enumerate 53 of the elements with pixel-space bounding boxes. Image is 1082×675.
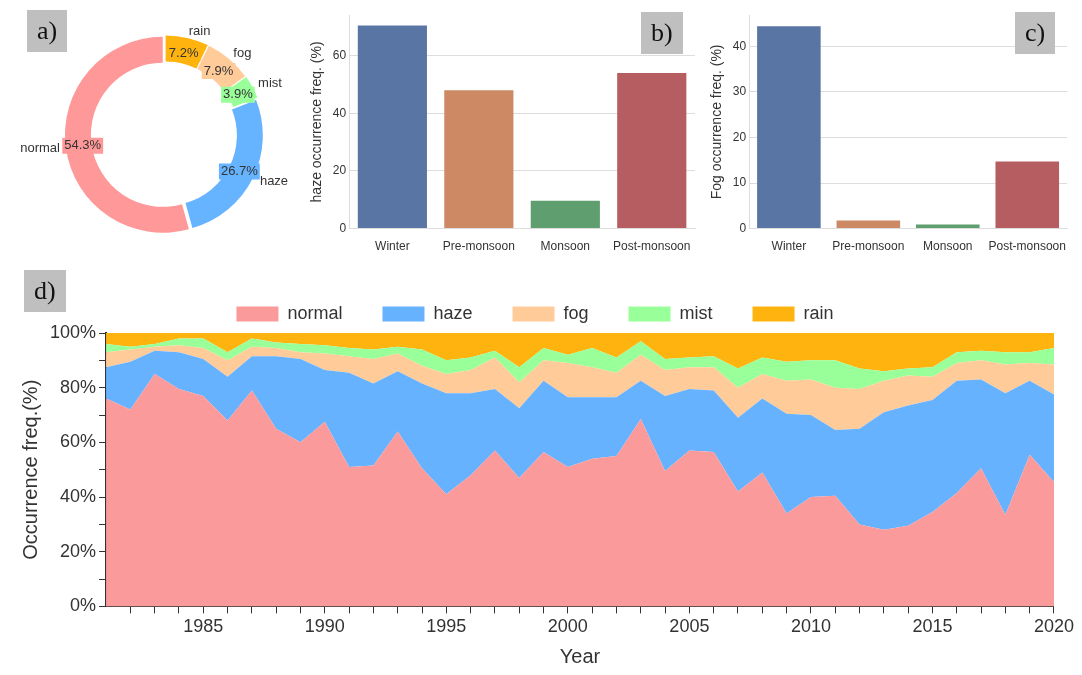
y-tick-label: 0 bbox=[339, 220, 347, 235]
y-tick-label: 60 bbox=[332, 47, 347, 62]
y-tick-label: 0 bbox=[739, 220, 747, 235]
annotation: c) bbox=[1015, 12, 1056, 54]
y-tick-label: 0% bbox=[70, 595, 97, 616]
x-tick-label: Monsoon bbox=[923, 239, 973, 254]
x-tick-label: 2005 bbox=[669, 616, 710, 637]
y-tick-label: 40% bbox=[60, 486, 97, 507]
data-label: 7.2% bbox=[168, 45, 199, 61]
x-tick-label: 1995 bbox=[426, 616, 467, 637]
x-tick-label: Pre-monsoon bbox=[442, 239, 515, 254]
data-label: 26.7% bbox=[220, 163, 259, 179]
slice-label: haze bbox=[259, 173, 289, 189]
y-tick-label: 80% bbox=[60, 376, 97, 397]
x-tick-label: Monsoon bbox=[540, 239, 590, 254]
legend-label: mist bbox=[679, 302, 713, 323]
legend-label: fog bbox=[563, 302, 589, 323]
x-tick-label: Post-monsoon bbox=[988, 239, 1066, 254]
legend-label: normal bbox=[287, 302, 343, 323]
y-axis-title: Fog occurrence freq. (%) bbox=[708, 44, 725, 200]
y-tick-label: 30 bbox=[732, 84, 747, 99]
y-tick-label: 20 bbox=[732, 129, 747, 144]
annotation: b) bbox=[641, 12, 683, 54]
x-tick-label: 1985 bbox=[183, 616, 224, 637]
data-label: 7.9% bbox=[203, 62, 234, 78]
slice-label: mist bbox=[258, 75, 283, 91]
x-axis-title: Year bbox=[559, 644, 601, 667]
y-tick-label: 10 bbox=[732, 175, 747, 190]
y-axis-title: haze occurrence freq. (%) bbox=[308, 41, 325, 203]
legend-label: haze bbox=[433, 302, 473, 323]
x-tick-label: Post-monsoon bbox=[613, 239, 691, 254]
y-tick-label: 20 bbox=[332, 163, 347, 178]
y-axis-title: Occurrence freq.(%) bbox=[18, 379, 41, 560]
slice-label: fog bbox=[233, 45, 252, 61]
legend-label: normal bbox=[20, 140, 61, 156]
x-tick-label: Winter bbox=[375, 239, 410, 254]
slice-label: rain bbox=[188, 22, 211, 38]
x-tick-label: 2000 bbox=[547, 616, 588, 637]
x-tick-label: Pre-monsoon bbox=[832, 239, 905, 254]
legend-label: rain bbox=[803, 302, 834, 323]
x-tick-label: 2020 bbox=[1033, 616, 1074, 637]
y-tick-label: 40 bbox=[732, 38, 747, 53]
x-tick-label: Winter bbox=[771, 239, 807, 254]
x-tick-label: 2015 bbox=[912, 616, 953, 637]
y-tick-label: 60% bbox=[60, 431, 97, 452]
y-tick-label: 20% bbox=[60, 540, 97, 561]
text: d) bbox=[24, 270, 66, 312]
y-tick-label: 100% bbox=[49, 321, 97, 342]
x-tick-label: 1990 bbox=[304, 616, 345, 637]
y-tick-label: 40 bbox=[332, 105, 347, 120]
x-tick-label: 2010 bbox=[790, 616, 831, 637]
data-label: 54.3% bbox=[64, 137, 102, 153]
text: a) bbox=[27, 10, 68, 52]
